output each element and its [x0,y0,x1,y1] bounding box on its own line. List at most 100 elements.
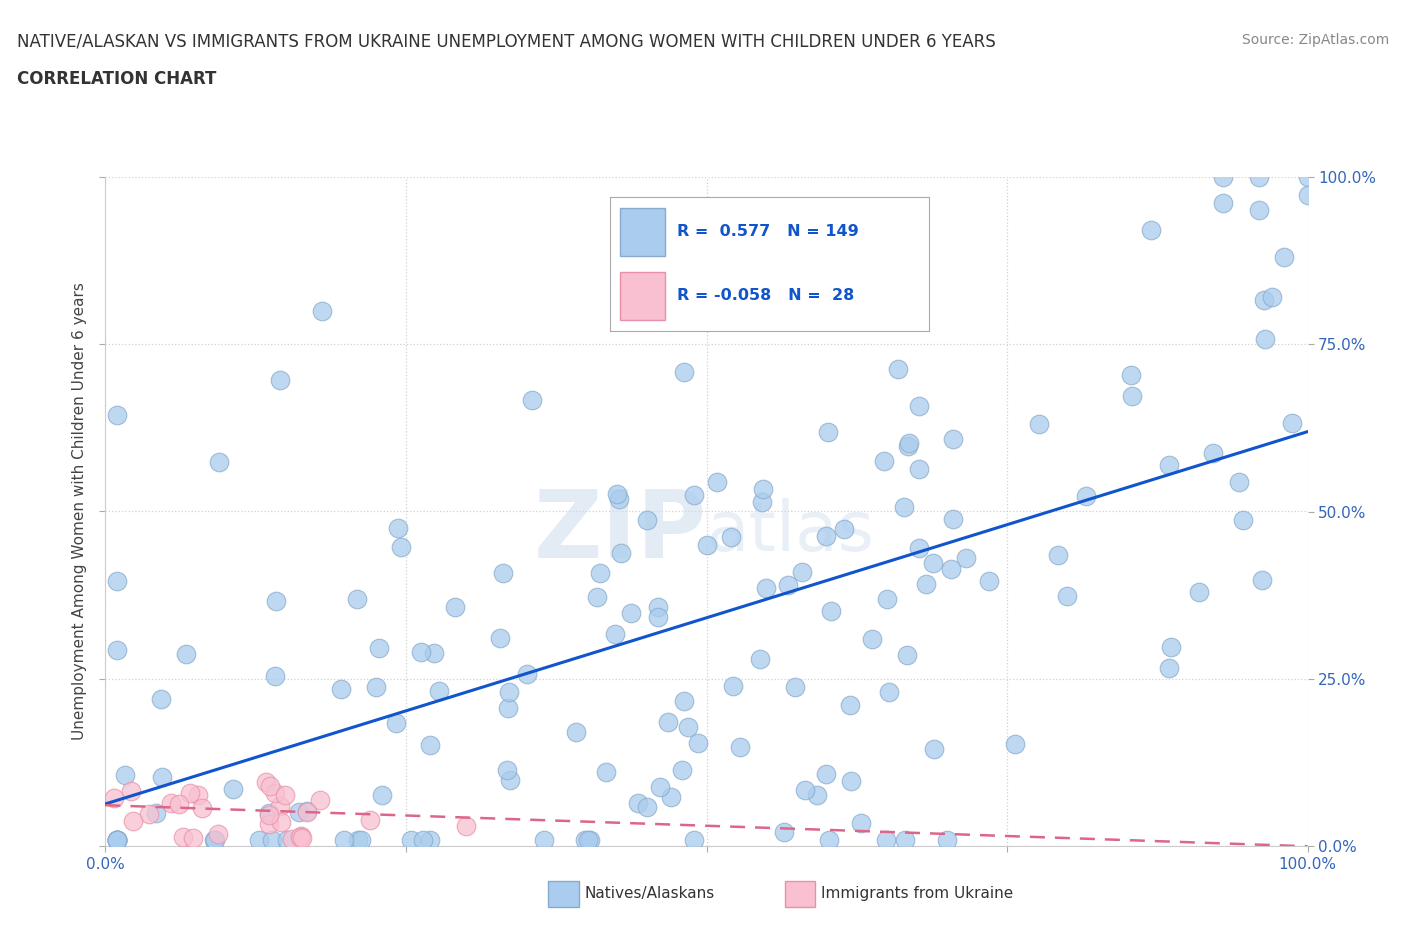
Point [659,790,682,804]
Point [752,481,775,496]
Point [877,684,900,699]
Point [896,647,918,662]
Y-axis label: Unemployment Among Women with Children Under 6 years: Unemployment Among Women with Children U… [72,283,87,740]
Point [1250,573,1272,588]
Point [565,724,588,739]
Point [792,565,814,579]
Point [657,714,679,729]
Point [385,716,408,731]
Point [751,494,773,509]
Point [579,832,602,847]
Point [1254,332,1277,347]
Text: NATIVE/ALASKAN VS IMMIGRANTS FROM UKRAINE UNEMPLOYMENT AMONG WOMEN WITH CHILDREN: NATIVE/ALASKAN VS IMMIGRANTS FROM UKRAIN… [17,33,995,50]
Point [908,398,931,413]
Point [935,832,957,847]
Point [427,684,450,698]
Point [1028,417,1050,432]
Point [849,815,872,830]
Point [492,566,515,581]
Point [520,393,543,408]
Point [533,832,555,847]
Point [1272,249,1295,264]
Point [1119,367,1142,382]
Point [364,679,387,694]
Point [187,788,209,803]
Point [370,788,392,803]
Point [683,488,706,503]
Point [908,540,931,555]
Point [443,599,465,614]
Point [179,785,201,800]
Point [755,581,778,596]
Point [1260,290,1282,305]
Point [350,832,373,847]
Point [626,795,648,810]
Point [603,626,626,641]
Point [815,766,838,781]
Point [586,590,609,604]
Point [367,641,389,656]
Point [588,565,610,580]
Point [107,832,129,847]
Point [308,792,330,807]
Point [817,425,839,440]
Point [159,795,181,810]
Text: Source: ZipAtlas.com: Source: ZipAtlas.com [1241,33,1389,46]
Point [145,806,167,821]
Text: CORRELATION CHART: CORRELATION CHART [17,70,217,87]
Point [893,832,915,847]
Point [207,455,229,470]
Point [834,521,856,536]
Point [496,763,519,777]
Point [576,832,599,847]
Point [860,631,883,646]
Point [1056,588,1078,603]
Point [204,832,226,847]
Point [914,577,936,591]
Point [107,643,129,658]
Point [1188,585,1211,600]
Point [207,827,229,842]
Point [347,832,370,847]
Point [516,667,538,682]
Point [287,804,309,819]
Point [330,682,353,697]
Point [264,594,287,609]
Point [259,779,281,794]
Point [728,739,751,754]
Point [907,462,929,477]
Point [1157,660,1180,675]
Point [977,574,1000,589]
Point [346,591,368,606]
Point [820,604,842,618]
Point [262,832,284,847]
Point [263,785,285,800]
Point [922,555,945,570]
Point [107,574,129,589]
Point [686,736,709,751]
Point [1227,474,1250,489]
Point [499,773,522,788]
Point [671,763,693,777]
Point [922,742,945,757]
Point [290,828,312,843]
Point [150,691,173,706]
Point [806,788,828,803]
Point [636,799,658,814]
Text: Immigrants from Ukraine: Immigrants from Ukraine [821,886,1014,901]
Point [706,474,728,489]
Text: Natives/Alaskans: Natives/Alaskans [585,886,716,901]
Point [1212,196,1234,211]
Point [1253,293,1275,308]
Point [955,551,977,565]
Point [607,492,630,507]
Point [103,790,125,805]
Point [419,832,441,847]
Point [138,807,160,822]
Point [259,807,281,822]
Point [875,832,897,847]
Point [683,832,706,847]
Point [419,737,441,752]
Point [1212,169,1234,184]
Point [1121,389,1143,404]
